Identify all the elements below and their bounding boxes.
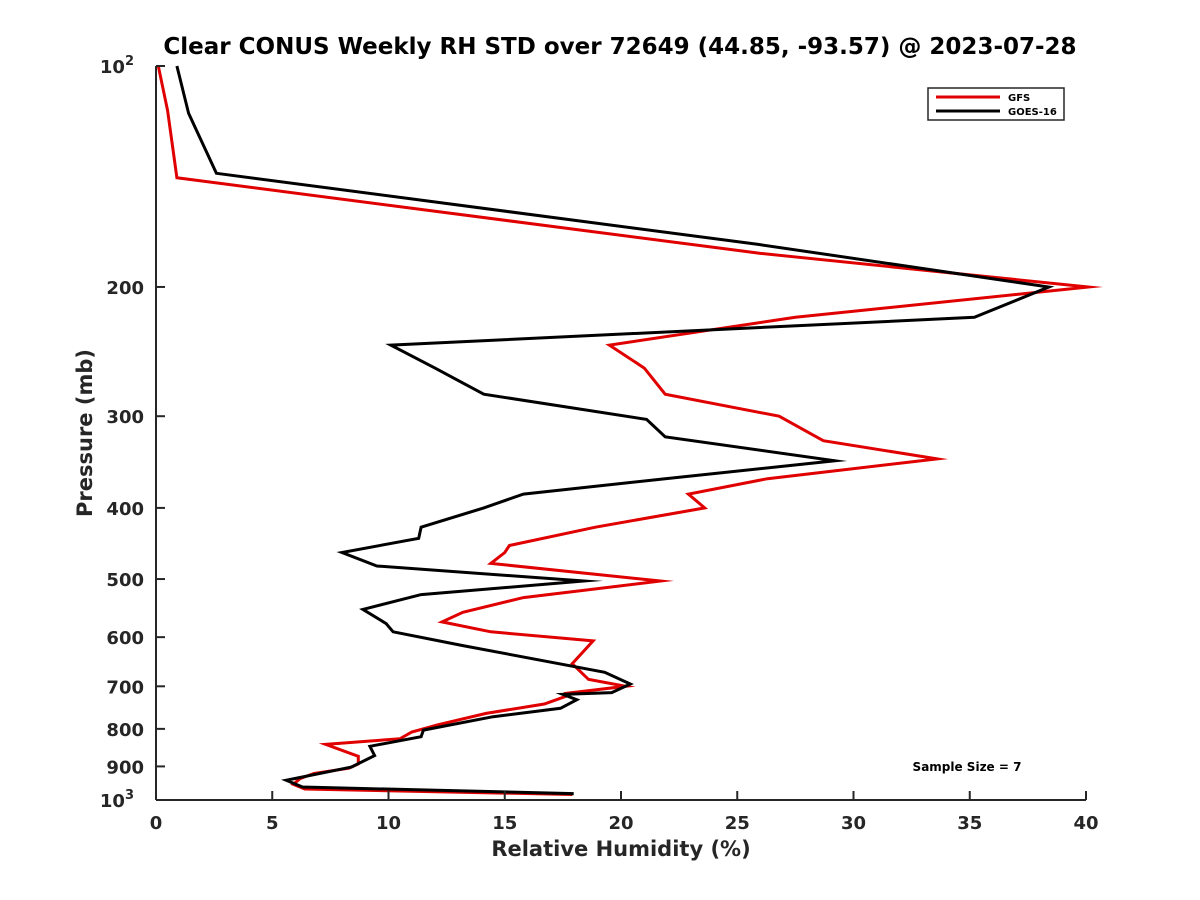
x-tick-label: 5 bbox=[266, 813, 279, 834]
x-tick-label: 0 bbox=[150, 813, 163, 834]
series-line-gfs bbox=[156, 65, 1103, 796]
x-tick-label: 10 bbox=[376, 813, 401, 834]
x-axis-label: Relative Humidity (%) bbox=[491, 837, 750, 861]
y-tick-label: 200 bbox=[106, 278, 144, 299]
sample-size-annotation: Sample Size = 7 bbox=[913, 760, 1022, 774]
y-tick-label: 800 bbox=[106, 720, 144, 741]
x-tick-label: 30 bbox=[841, 813, 866, 834]
legend-label: GOES-16 bbox=[1008, 107, 1057, 118]
y-tick-label: 600 bbox=[106, 628, 144, 649]
legend-box bbox=[927, 87, 1065, 121]
y-tick-label: 300 bbox=[106, 407, 144, 428]
series-line-goes-16 bbox=[175, 65, 1055, 796]
x-tick-label: 20 bbox=[608, 813, 633, 834]
x-tick-label: 15 bbox=[492, 813, 517, 834]
y-tick-label: 103 bbox=[100, 788, 134, 812]
legend: GFS GOES-16 bbox=[927, 87, 1065, 121]
y-tick-label: 700 bbox=[106, 677, 144, 698]
y-tick-label: 102 bbox=[100, 54, 134, 78]
series-layer bbox=[156, 65, 1103, 796]
y-axis-label: Pressure (mb) bbox=[73, 349, 97, 517]
y-tick-label: 500 bbox=[106, 570, 144, 591]
y-tick-label: 900 bbox=[106, 757, 144, 778]
legend-label: GFS bbox=[1008, 93, 1030, 104]
axes: 0 5 10 15 20 25 30 35 40 102 200 300 400 500 600 700 800… bbox=[100, 54, 1099, 834]
x-tick-label: 35 bbox=[957, 813, 982, 834]
chart-title: Clear CONUS Weekly RH STD over 72649 (44… bbox=[163, 34, 1076, 60]
x-tick-label: 40 bbox=[1073, 813, 1098, 834]
x-tick-label: 25 bbox=[725, 813, 750, 834]
y-tick-label: 400 bbox=[106, 499, 144, 520]
